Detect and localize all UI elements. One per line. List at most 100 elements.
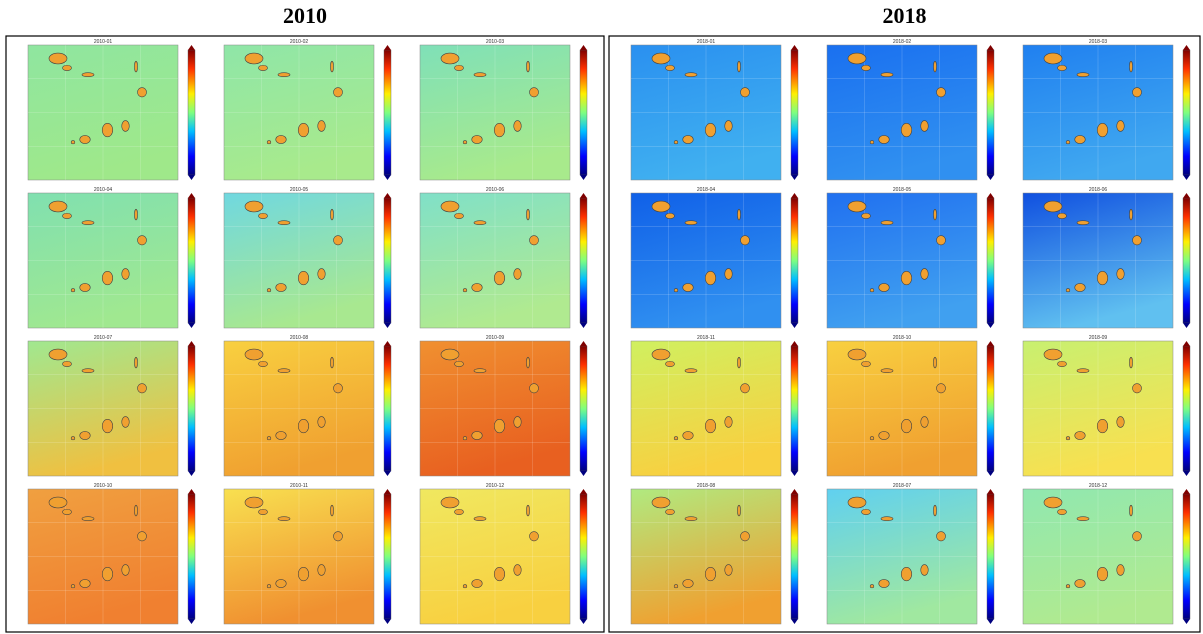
colorbar-end — [791, 489, 798, 494]
island — [1130, 209, 1133, 220]
island — [881, 517, 893, 521]
island — [331, 61, 334, 72]
colorbar-end — [188, 489, 195, 494]
colorbar-end — [384, 45, 391, 50]
map-title: 2018-01 — [697, 39, 716, 45]
island — [741, 236, 750, 245]
colorbar-end — [384, 193, 391, 198]
island — [1117, 269, 1125, 280]
island — [666, 65, 675, 70]
island — [527, 357, 530, 368]
colorbar — [791, 198, 798, 323]
island — [705, 419, 716, 433]
island — [652, 349, 670, 360]
island — [71, 585, 75, 588]
colorbar-end — [987, 45, 994, 50]
island — [463, 585, 467, 588]
island — [738, 61, 741, 72]
island — [138, 236, 147, 245]
map-title: 2018-06 — [1089, 187, 1108, 193]
island — [455, 509, 464, 514]
colorbar-end — [384, 323, 391, 328]
island — [1133, 236, 1142, 245]
map-title: 2010-03 — [486, 39, 505, 45]
island — [1133, 88, 1142, 97]
figure: 20102010-012010-022010-032010-042010-052… — [0, 0, 1203, 634]
island — [741, 88, 750, 97]
island — [937, 236, 946, 245]
map-title: 2010-06 — [486, 187, 505, 193]
map-title: 2010-07 — [94, 335, 113, 341]
island — [705, 567, 716, 581]
island — [937, 88, 946, 97]
island — [879, 283, 890, 291]
island — [267, 437, 271, 440]
island — [298, 123, 309, 137]
island — [318, 417, 326, 428]
island — [441, 349, 459, 360]
island — [63, 65, 72, 70]
island — [514, 565, 522, 576]
island — [738, 357, 741, 368]
island — [934, 61, 937, 72]
colorbar-end — [791, 323, 798, 328]
colorbar — [580, 198, 587, 323]
island — [674, 585, 678, 588]
map-title: 2010-05 — [290, 187, 309, 193]
island — [683, 431, 694, 439]
island — [921, 565, 929, 576]
island — [463, 437, 467, 440]
colorbar — [384, 346, 391, 471]
island — [514, 269, 522, 280]
panel-title: 2010 — [283, 3, 327, 28]
colorbar-end — [188, 175, 195, 180]
island — [527, 61, 530, 72]
island — [725, 269, 733, 280]
island — [1075, 135, 1086, 143]
island — [674, 437, 678, 440]
colorbar — [987, 198, 994, 323]
island — [934, 209, 937, 220]
island — [685, 73, 697, 77]
colorbar — [580, 50, 587, 175]
island — [666, 509, 675, 514]
island — [474, 517, 486, 521]
island — [879, 431, 890, 439]
island — [334, 384, 343, 393]
island — [862, 213, 871, 218]
island — [870, 437, 874, 440]
island — [1075, 579, 1086, 587]
colorbar — [188, 494, 195, 619]
map-title: 2018-05 — [893, 187, 912, 193]
colorbar — [188, 198, 195, 323]
island — [674, 289, 678, 292]
island — [685, 369, 697, 373]
island — [278, 369, 290, 373]
island — [267, 585, 271, 588]
island — [135, 61, 138, 72]
island — [934, 357, 937, 368]
island — [1130, 61, 1133, 72]
colorbar-end — [188, 45, 195, 50]
island — [527, 209, 530, 220]
island — [530, 236, 539, 245]
island — [472, 431, 483, 439]
island — [245, 53, 263, 64]
island — [1077, 73, 1089, 77]
island — [1097, 123, 1108, 137]
map-title: 2018-09 — [1089, 335, 1108, 341]
island — [725, 565, 733, 576]
colorbar-end — [1183, 45, 1190, 50]
colorbar-end — [1183, 175, 1190, 180]
island — [1097, 419, 1108, 433]
island — [725, 417, 733, 428]
colorbar — [1183, 346, 1190, 471]
island — [848, 201, 866, 212]
island — [1077, 517, 1089, 521]
colorbar — [1183, 494, 1190, 619]
island — [278, 73, 290, 77]
island — [80, 135, 91, 143]
map-title: 2010-04 — [94, 187, 113, 193]
colorbar-end — [580, 619, 587, 624]
island — [267, 141, 271, 144]
